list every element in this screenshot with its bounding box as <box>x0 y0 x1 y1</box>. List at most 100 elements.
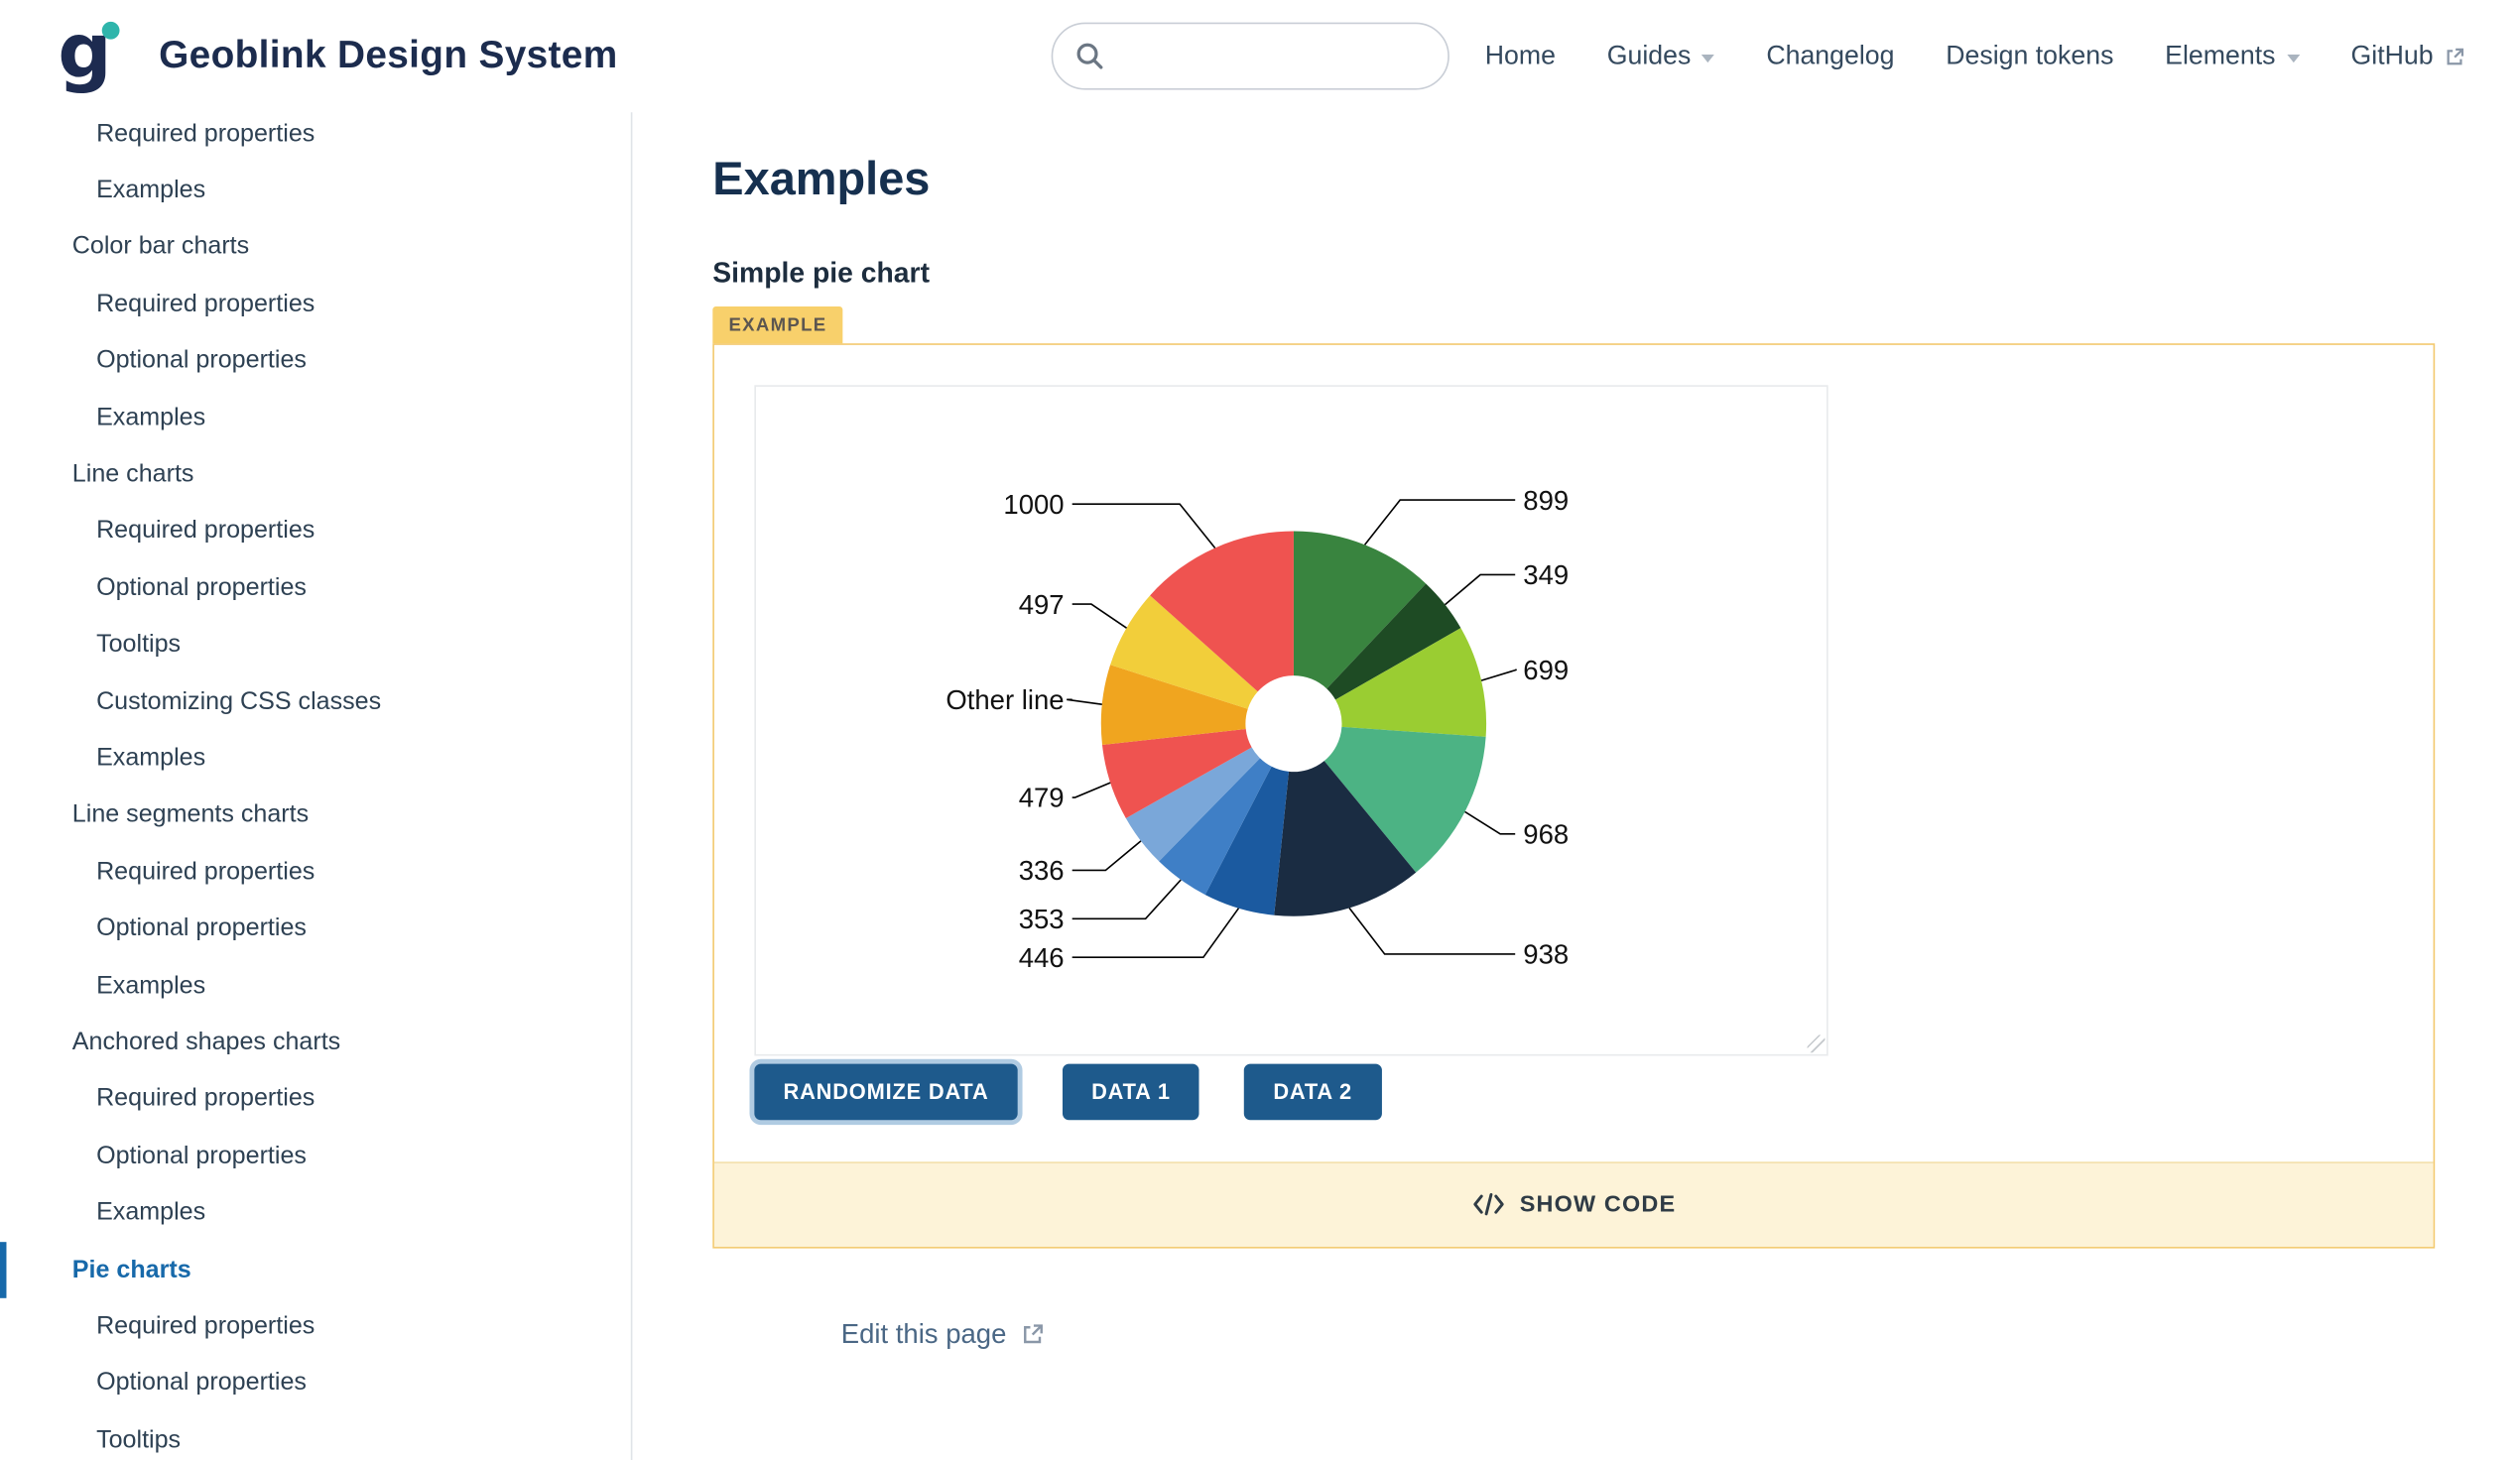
pie-slice-349[interactable] <box>1326 583 1461 700</box>
sidebar-item-customizing-css-classes-10[interactable]: Customizing CSS classes <box>0 673 631 730</box>
geoblink-logo: g <box>58 15 120 95</box>
sidebar-item-required-properties-21[interactable]: Required properties <box>0 1298 631 1355</box>
sidebar-item-required-properties-13[interactable]: Required properties <box>0 844 631 901</box>
randomize-data-button[interactable]: RANDOMIZE DATA <box>754 1063 1018 1120</box>
sidebar-item-examples-5[interactable]: Examples <box>0 390 631 446</box>
nav-changelog[interactable]: Changelog <box>1766 41 1894 71</box>
sidebar-item-required-properties-3[interactable]: Required properties <box>0 277 631 333</box>
pie-chart[interactable]: 1000 497 Other line 479 336 353 446 899 349 699 96… <box>756 387 1827 1054</box>
chevron-down-icon <box>2286 55 2300 63</box>
sidebar-item-optional-properties-18[interactable]: Optional properties <box>0 1128 631 1184</box>
sidebar-item-label: Required properties <box>96 119 315 148</box>
pie-slice-479[interactable] <box>1101 728 1252 818</box>
pie-leader-line <box>1363 498 1516 546</box>
pie-leader-line <box>1071 503 1216 548</box>
sidebar-item-label: Optional properties <box>96 1142 307 1169</box>
show-code-label: SHOW CODE <box>1519 1191 1677 1218</box>
sidebar-item-color-bar-charts[interactable]: Color bar charts <box>0 219 631 276</box>
pie-leader-line <box>1071 782 1111 798</box>
sidebar-item-optional-properties-22[interactable]: Optional properties <box>0 1355 631 1411</box>
pie-label-968: 968 <box>1523 818 1569 849</box>
nav-label: GitHub <box>2350 41 2434 70</box>
search-box[interactable] <box>1051 22 1450 90</box>
nav-label: Changelog <box>1766 41 1895 70</box>
pie-leader-line <box>1444 573 1516 605</box>
sidebar-item-label: Examples <box>96 177 206 204</box>
pie-slice-336[interactable] <box>1125 747 1261 862</box>
data-2-button[interactable]: DATA 2 <box>1244 1063 1382 1120</box>
sidebar-item-tooltips-23[interactable]: Tooltips <box>0 1412 631 1460</box>
main-nav: Home Guides Changelog Design tokens Elements… <box>1485 41 2465 71</box>
sidebar-item-tooltips-9[interactable]: Tooltips <box>0 617 631 673</box>
sidebar-item-label: Required properties <box>96 1312 315 1340</box>
pie-leader-line <box>1071 879 1182 919</box>
sidebar-item-required-properties-7[interactable]: Required properties <box>0 504 631 560</box>
pie-label-336: 336 <box>1019 855 1065 886</box>
edit-page-link[interactable]: Edit this page <box>841 1319 1045 1351</box>
sidebar-item-examples-11[interactable]: Examples <box>0 731 631 788</box>
pie-slice-497[interactable] <box>1110 594 1258 709</box>
sidebar-item-examples-1[interactable]: Examples <box>0 163 631 219</box>
pie-label-349: 349 <box>1523 559 1569 590</box>
nav-design-tokens[interactable]: Design tokens <box>1946 41 2113 71</box>
code-icon <box>1473 1193 1504 1216</box>
sidebar-item-label: Tooltips <box>96 1425 182 1454</box>
nav-github[interactable]: GitHub <box>2350 41 2464 71</box>
pie-slice-446[interactable] <box>1204 766 1290 915</box>
sidebar-item-examples-19[interactable]: Examples <box>0 1185 631 1242</box>
sidebar-item-line-charts[interactable]: Line charts <box>0 446 631 503</box>
pie-leader-line <box>1348 907 1516 955</box>
pie-slice-938[interactable] <box>1274 760 1417 916</box>
pie-leader-line <box>1464 810 1516 835</box>
sidebar-item-anchored-shapes-charts[interactable]: Anchored shapes charts <box>0 1015 631 1071</box>
external-link-icon <box>1024 1324 1043 1344</box>
sidebar-item-pie-charts[interactable]: Pie charts <box>0 1241 631 1299</box>
pie-slice-other-line[interactable] <box>1100 664 1248 745</box>
data-1-button[interactable]: DATA 1 <box>1062 1063 1199 1120</box>
resize-handle-icon[interactable] <box>1807 1034 1826 1052</box>
sidebar-item-optional-properties-8[interactable]: Optional properties <box>0 560 631 617</box>
sidebar-item-required-properties-0[interactable]: Required properties <box>0 112 631 163</box>
pie-label-446: 446 <box>1019 942 1065 973</box>
nav-home[interactable]: Home <box>1485 41 1556 71</box>
sidebar-item-label: Optional properties <box>96 914 307 942</box>
sidebar: Required properties Examples Color bar cha… <box>0 112 633 1460</box>
sidebar-item-required-properties-17[interactable]: Required properties <box>0 1071 631 1128</box>
sidebar-item-label: Pie charts <box>71 1255 191 1283</box>
example-badge: EXAMPLE <box>712 305 843 343</box>
search-icon <box>1076 43 1103 69</box>
sidebar-item-optional-properties-14[interactable]: Optional properties <box>0 901 631 957</box>
sidebar-item-label: Examples <box>96 404 206 431</box>
pie-slice-968[interactable] <box>1323 726 1486 873</box>
pie-slice-699[interactable] <box>1335 627 1487 737</box>
sidebar-item-label: Examples <box>96 1198 206 1227</box>
external-link-icon <box>2447 47 2464 64</box>
pie-leader-line <box>1071 907 1240 958</box>
nav-guides[interactable]: Guides <box>1607 41 1715 71</box>
sidebar-item-line-segments-charts[interactable]: Line segments charts <box>0 788 631 844</box>
pie-slice-353[interactable] <box>1159 757 1272 895</box>
nav-label: Elements <box>2165 41 2276 70</box>
edit-page-label: Edit this page <box>840 1318 1007 1350</box>
sidebar-item-label: Line charts <box>71 460 194 488</box>
pie-label-938: 938 <box>1523 938 1569 969</box>
sidebar-item-label: Required properties <box>96 1085 315 1113</box>
show-code-button[interactable]: SHOW CODE <box>713 1160 2434 1247</box>
nav-elements[interactable]: Elements <box>2165 41 2300 71</box>
sidebar-item-optional-properties-4[interactable]: Optional properties <box>0 333 631 390</box>
pie-label-1000: 1000 <box>1003 489 1064 520</box>
brand[interactable]: g Geoblink Design System <box>53 15 617 98</box>
sidebar-item-examples-15[interactable]: Examples <box>0 958 631 1015</box>
pie-label-353: 353 <box>1019 904 1065 934</box>
button-row: RANDOMIZE DATA DATA 1 DATA 2 <box>754 1063 2393 1120</box>
sidebar-item-label: Optional properties <box>96 346 307 375</box>
pie-slice-899[interactable] <box>1293 531 1427 689</box>
header: g Geoblink Design System Home Guides Chang… <box>0 0 2520 113</box>
pie-slice-1000[interactable] <box>1150 531 1294 691</box>
search-input[interactable] <box>1117 42 1426 70</box>
pie-label-479: 479 <box>1019 782 1065 812</box>
example-section: EXAMPLE 1000 497 Other line 479 336 353 446 899… <box>712 305 2436 1249</box>
section-title: Simple pie chart <box>712 256 931 289</box>
sidebar-list: Required properties Examples Color bar cha… <box>0 112 631 1460</box>
pie-label-899: 899 <box>1523 484 1569 515</box>
